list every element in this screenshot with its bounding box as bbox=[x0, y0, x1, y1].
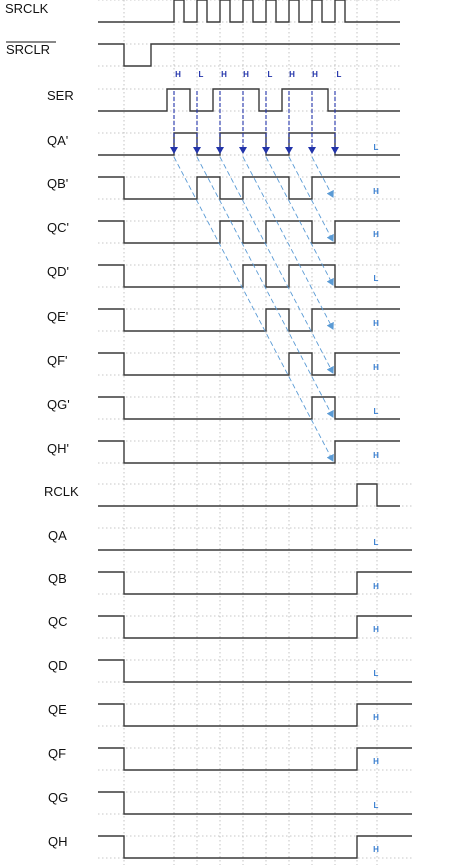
ser-sample-label: H bbox=[243, 70, 249, 79]
qe_p-waveform bbox=[98, 308, 400, 332]
signal-label-ser: SER bbox=[47, 88, 74, 103]
final-state-label-qc: H bbox=[373, 625, 379, 634]
propagation-arrow bbox=[242, 156, 334, 330]
final-state-label-qh_p: H bbox=[373, 451, 379, 460]
qd-waveform bbox=[98, 659, 412, 683]
signal-label-qe: QE bbox=[48, 702, 67, 717]
propagation-arrow bbox=[173, 156, 334, 462]
signal-label-qc_p: QC' bbox=[47, 220, 69, 235]
qf_p-waveform bbox=[98, 352, 400, 376]
ser-sample-label: L bbox=[268, 70, 273, 79]
signal-label-qf_p: QF' bbox=[47, 353, 68, 368]
signal-label-qd: QD bbox=[48, 658, 68, 673]
final-state-label-qb: H bbox=[373, 582, 379, 591]
srclk-waveform bbox=[98, 0, 400, 23]
ser-sample-label: H bbox=[289, 70, 295, 79]
ser-sample-label: L bbox=[199, 70, 204, 79]
signal-label-qg: QG bbox=[48, 790, 68, 805]
final-state-label-qf: H bbox=[373, 757, 379, 766]
final-state-label-qd_p: L bbox=[374, 274, 379, 283]
ser-waveform bbox=[98, 88, 400, 112]
final-state-label-qd: L bbox=[374, 669, 379, 678]
signal-label-qb: QB bbox=[48, 571, 67, 586]
grid-lines bbox=[98, 0, 412, 865]
qb-waveform bbox=[98, 571, 412, 595]
signal-label-qf: QF bbox=[48, 746, 66, 761]
srclr-waveform bbox=[98, 43, 400, 67]
qc-waveform bbox=[98, 615, 412, 639]
signal-label-qa_p: QA' bbox=[47, 133, 68, 148]
ser-sample-label: H bbox=[312, 70, 318, 79]
qg_p-waveform bbox=[98, 396, 400, 420]
final-state-label-qh: H bbox=[373, 845, 379, 854]
final-state-label-qe_p: H bbox=[373, 319, 379, 328]
qb_p-waveform bbox=[98, 176, 400, 200]
signal-label-qc: QC bbox=[48, 614, 68, 629]
final-state-label-qa: L bbox=[374, 538, 379, 547]
qe-waveform bbox=[98, 703, 412, 727]
qc_p-waveform bbox=[98, 220, 400, 244]
qf-waveform bbox=[98, 747, 412, 771]
ser-sample-label: H bbox=[175, 70, 181, 79]
qd_p-waveform bbox=[98, 264, 400, 288]
qh-waveform bbox=[98, 835, 412, 859]
ser-sample-label: L bbox=[337, 70, 342, 79]
signal-label-qa: QA bbox=[48, 528, 67, 543]
final-state-label-qg: L bbox=[374, 801, 379, 810]
waveforms bbox=[98, 0, 412, 859]
propagation-arrow bbox=[196, 156, 334, 418]
signal-label-qe_p: QE' bbox=[47, 309, 68, 324]
qg-waveform bbox=[98, 791, 412, 815]
signal-label-rclk: RCLK bbox=[44, 484, 79, 499]
ser-sample-arrows bbox=[170, 91, 339, 154]
signal-label-qh_p: QH' bbox=[47, 441, 69, 456]
signal-labels: SRCLK SRCLR SER QA' QB' QC' QD' QE' QF' QG' QH' RCL… bbox=[5, 1, 79, 849]
final-state-label-qa_p: L bbox=[374, 143, 379, 152]
propagation-arrows bbox=[173, 156, 334, 462]
final-state-label-qb_p: H bbox=[373, 187, 379, 196]
qh_p-waveform bbox=[98, 440, 400, 464]
rclk-waveform bbox=[98, 483, 400, 507]
final-state-label-qc_p: H bbox=[373, 230, 379, 239]
state-labels: H L H H L H H L L H H L H H L H L H H L H H L H bbox=[175, 70, 379, 854]
signal-label-qd_p: QD' bbox=[47, 264, 69, 279]
signal-label-qg_p: QG' bbox=[47, 397, 70, 412]
signal-label-qh: QH bbox=[48, 834, 68, 849]
qa_p-waveform bbox=[98, 132, 400, 156]
final-state-label-qf_p: H bbox=[373, 363, 379, 372]
propagation-arrow bbox=[219, 156, 334, 374]
ser-sample-label: H bbox=[221, 70, 227, 79]
signal-label-srclr: SRCLR bbox=[6, 42, 50, 57]
propagation-arrow bbox=[265, 156, 334, 286]
final-state-label-qe: H bbox=[373, 713, 379, 722]
final-state-label-qg_p: L bbox=[374, 407, 379, 416]
signal-label-srclk: SRCLK bbox=[5, 1, 49, 16]
signal-label-qb_p: QB' bbox=[47, 176, 68, 191]
